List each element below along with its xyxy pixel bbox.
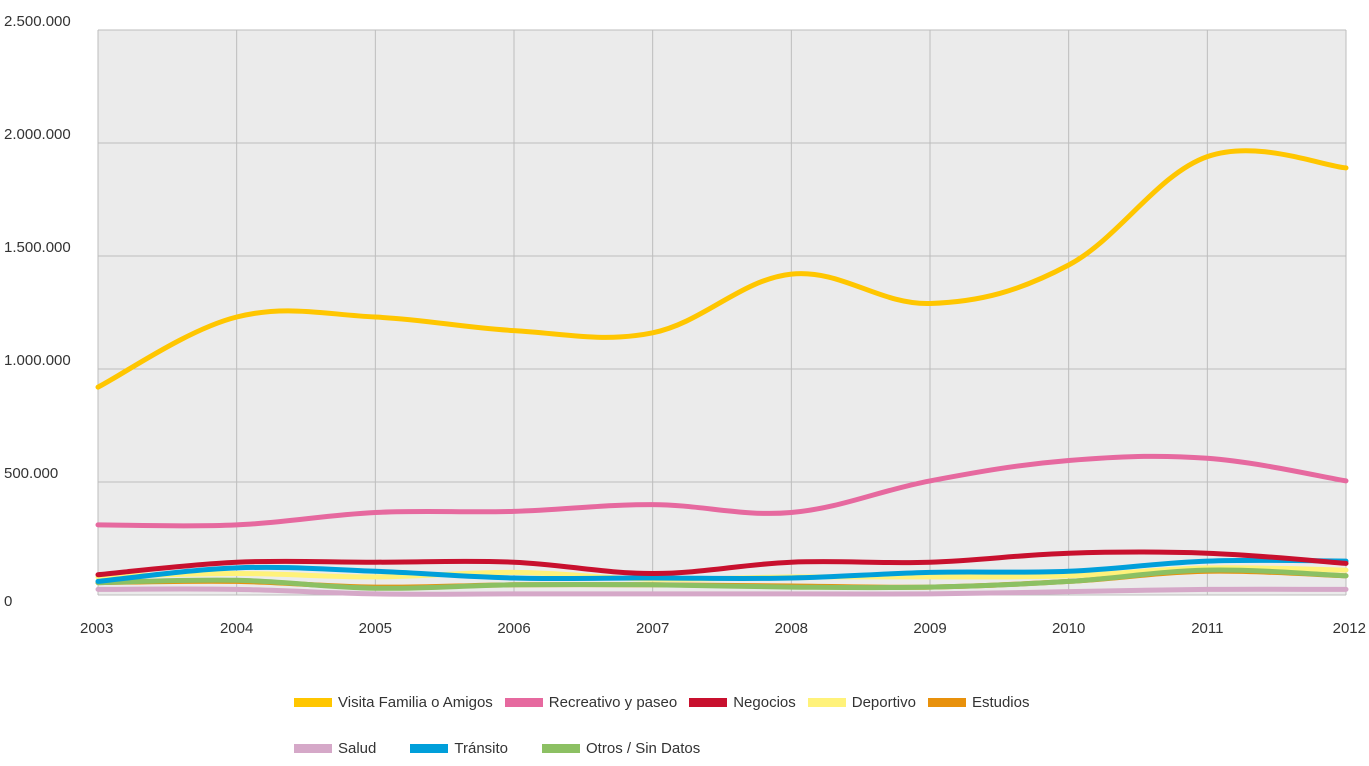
x-tick-label: 2012 (1333, 620, 1366, 637)
series-line-recreativo-y-paseo (95, 453, 1349, 529)
x-tick-label: 2005 (359, 620, 392, 637)
series-line-salud (95, 586, 1349, 597)
y-tick-label: 1.000.000 (4, 352, 71, 369)
y-tick-label: 2.000.000 (4, 126, 71, 143)
x-tick-label: 2011 (1191, 620, 1223, 637)
y-tick-label: 500.000 (4, 465, 58, 482)
y-tick-label: 2.500.000 (4, 13, 71, 30)
grid (97, 29, 1347, 596)
x-tick-label: 2004 (220, 620, 253, 637)
x-tick-label: 2010 (1052, 620, 1085, 637)
x-tick-label: 2006 (497, 620, 530, 637)
series-line-negocios (95, 549, 1349, 578)
series-line-tránsito (95, 557, 1349, 584)
x-tick-label: 2008 (775, 620, 808, 637)
y-axis-ticks: 0 500.000 1.000.000 1.500.000 2.000.000 2.500… (4, 13, 71, 610)
x-tick-label: 2007 (636, 620, 669, 637)
x-tick-label: 2009 (913, 620, 946, 637)
x-axis-ticks: 2003 2004 2005 2006 2007 2008 2009 2010 2011 2012 (80, 620, 1366, 637)
series-lines (95, 148, 1349, 597)
series-line-visita-familia-o-amigos (95, 148, 1349, 390)
x-tick-label: 2003 (80, 620, 113, 637)
series-line-otros-sin-datos (95, 567, 1349, 591)
y-tick-label: 1.500.000 (4, 239, 71, 256)
y-tick-label: 0 (4, 593, 12, 610)
